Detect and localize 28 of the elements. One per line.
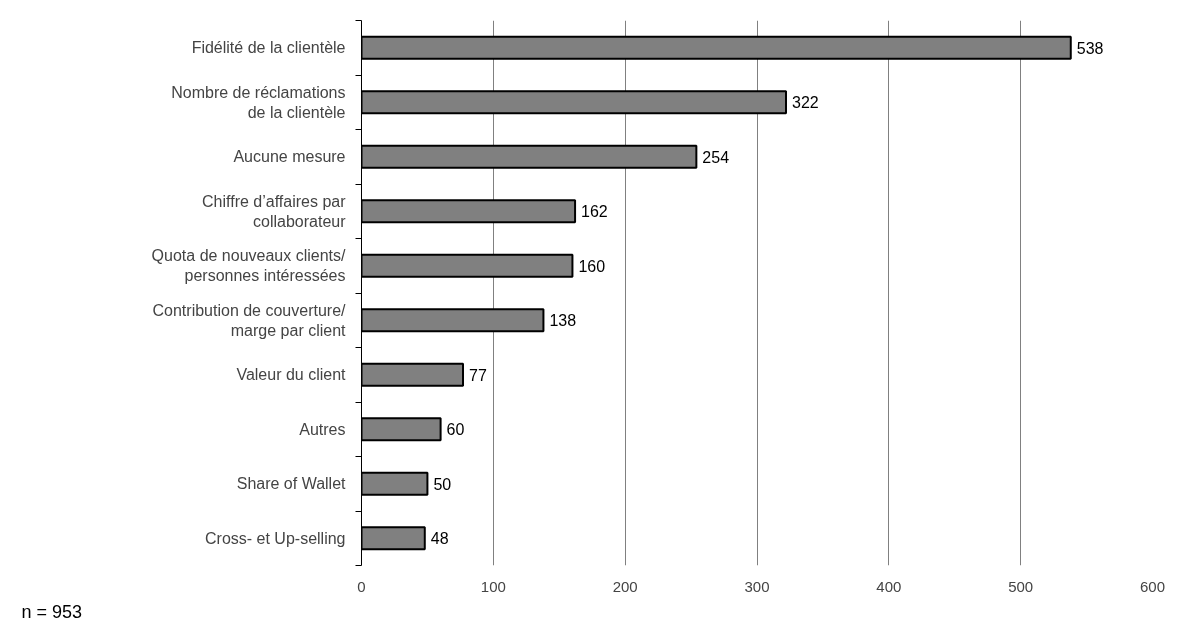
data-label: 254 bbox=[702, 148, 730, 166]
data-label: 48 bbox=[430, 530, 449, 548]
x-tick-label: 500 bbox=[1008, 577, 1034, 595]
data-label: 162 bbox=[581, 203, 608, 221]
y-tick-label: Share of Wallet bbox=[236, 475, 347, 493]
data-label: 60 bbox=[446, 421, 465, 439]
x-tick-label: 300 bbox=[744, 577, 770, 595]
data-label: 322 bbox=[792, 94, 819, 112]
y-tick-label: Nombre de réclamations de la clientèle bbox=[171, 83, 346, 121]
x-tick-label: 400 bbox=[876, 577, 902, 595]
data-label: 77 bbox=[469, 366, 487, 384]
y-tick-label: Aucune mesure bbox=[233, 148, 346, 166]
data-label: 538 bbox=[1076, 39, 1104, 57]
x-tick-label: 600 bbox=[1139, 577, 1166, 595]
y-tick-label: Fidélité de la clientèle bbox=[191, 39, 346, 57]
y-tick-label: Valeur du client bbox=[236, 366, 347, 384]
y-tick-label: Contribution de couverture/ marge par client bbox=[152, 301, 347, 339]
x-tick-label: 100 bbox=[480, 577, 506, 595]
data-label: 50 bbox=[433, 475, 452, 493]
text: n = 953 bbox=[21, 601, 83, 622]
x-tick-label: 0 bbox=[357, 577, 366, 595]
y-tick-label: Chiffre d’affaires par collaborateur bbox=[202, 192, 347, 230]
data-label: 160 bbox=[578, 257, 606, 275]
y-tick-label: Cross- et Up-selling bbox=[205, 529, 346, 547]
data-label: 138 bbox=[549, 312, 577, 330]
y-tick-label: Autres bbox=[299, 420, 346, 438]
x-tick-label: 200 bbox=[612, 577, 638, 595]
y-tick-label: Quota de nouveaux clients/ personnes intéressées bbox=[151, 247, 347, 285]
